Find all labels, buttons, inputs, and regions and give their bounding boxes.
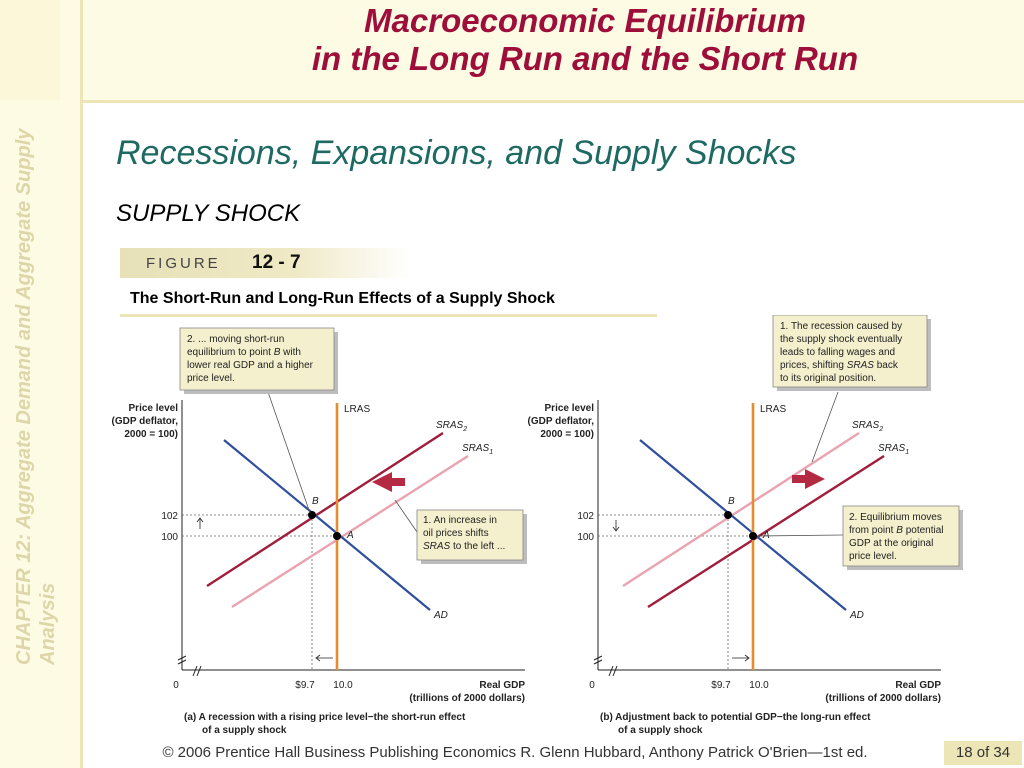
title-line-1: Macroeconomic Equilibrium [364, 2, 806, 39]
b-tick-0: 0 [589, 680, 595, 691]
b-sras2-curve [622, 431, 860, 588]
a-tick-0: 0 [173, 680, 179, 691]
b-callout-right-box [842, 505, 960, 567]
page-number: 18 of 34 [944, 741, 1022, 765]
a-callout-right-line-1: 1. An increase in [423, 515, 497, 526]
a-sras2-label: SRAS2 [436, 420, 467, 433]
b-lras-label: LRAS [760, 404, 786, 415]
a-sras2-curve [206, 431, 444, 588]
b-caption-line-2: of a supply shock [618, 725, 703, 736]
slide-subtitle: Recessions, Expansions, and Supply Shock… [116, 134, 797, 172]
b-point-b [724, 511, 732, 519]
b-ad-label: AD [849, 610, 864, 621]
b-ylabel-3: 2000 = 100) [540, 429, 594, 440]
a-xlabel-2: (trillions of 2000 dollars) [409, 693, 525, 704]
a-tick-97: $9.7 [295, 680, 315, 691]
b-point-a [749, 532, 757, 540]
footer-credit: © 2006 Prentice Hall Business Publishing… [162, 744, 868, 761]
b-ylabel-1: Price level [545, 403, 595, 414]
b-callout-right-line-3: GDP at the original [849, 538, 933, 549]
a-callout-top-line-3: lower real GDP and a higher [187, 360, 314, 371]
b-tick-97: $9.7 [711, 680, 731, 691]
a-callout-top-line-2: equilibrium to point B with [187, 347, 301, 358]
b-sras1-label: SRAS1 [878, 443, 909, 456]
a-lras-label: LRAS [344, 404, 370, 415]
a-caption-line-2: of a supply shock [202, 725, 287, 736]
corner-block [0, 0, 60, 100]
a-tick-102: 102 [161, 511, 178, 522]
side-band [0, 0, 80, 768]
figure-band [120, 248, 410, 278]
title-line-2: in the Long Run and the Short Run [311, 40, 859, 77]
panel-a-chart: Price level (GDP deflator, 2000 = 100) B… [112, 327, 527, 736]
b-x-axis-break [608, 665, 618, 677]
b-tick-102: 102 [577, 511, 594, 522]
b-ad-curve [639, 439, 847, 611]
b-callout-right-line-4: price level. [849, 551, 897, 562]
chapter-side-label: CHAPTER 12: Aggregate Demand and Aggrega… [13, 128, 59, 665]
a-shift-arrow [372, 472, 405, 492]
b-shift-arrow [792, 469, 825, 489]
a-up-arrow [196, 517, 204, 529]
a-ylabel-1: Price level [129, 403, 179, 414]
b-callout-top-line-1: 1. The recession caused by [780, 321, 902, 332]
a-label-b: B [312, 496, 319, 507]
b-down-arrow [612, 520, 620, 532]
b-y-axis-break [593, 655, 603, 665]
b-callout-top-line-3: leads to falling wages and [780, 347, 895, 358]
figure-caption: The Short-Run and Long-Run Effects of a … [130, 290, 555, 307]
b-callout-top-line-2: the supply shock eventually [780, 334, 902, 345]
slide-title: Macroeconomic Equilibrium in the Long Ru… [150, 2, 1020, 78]
panel-b-chart: Price level (GDP deflator, 2000 = 100) B… [528, 315, 963, 736]
b-xlabel-2: (trillions of 2000 dollars) [825, 693, 941, 704]
figure-rule [120, 314, 657, 317]
a-y-axis-break [177, 655, 187, 665]
b-callout-top-line-4: prices, shifting SRAS back [780, 360, 899, 371]
b-tick-100: 100 [577, 532, 594, 543]
a-point-a [333, 532, 341, 540]
b-callout-right-line-1: 2. Equilibrium moves [849, 512, 942, 523]
a-callout-top-line-4: price level. [187, 373, 235, 384]
b-callout-top-leader [811, 391, 839, 463]
header-band [0, 0, 1024, 100]
b-sras2-label: SRAS2 [852, 420, 883, 433]
b-callout-right-line-2: from point B potential [849, 525, 944, 536]
a-tick-10: 10.0 [333, 680, 353, 691]
a-ad-curve [223, 439, 431, 611]
a-sras1-curve [231, 454, 469, 609]
b-ylabel-2: (GDP deflator, [528, 416, 595, 427]
section-label: SUPPLY SHOCK [116, 200, 301, 227]
side-rule [80, 0, 83, 768]
b-right-arrow [732, 654, 750, 662]
a-callout-top-line-1: 2. ... moving short-run [187, 334, 284, 345]
a-xlabel-1: Real GDP [479, 680, 525, 691]
a-point-b [308, 511, 316, 519]
a-callout-top-box [179, 327, 335, 391]
b-tick-10: 10.0 [749, 680, 769, 691]
a-ad-label: AD [433, 610, 448, 621]
a-callout-right-box [416, 509, 524, 561]
a-callout-right-line-2: oil prices shifts [423, 528, 489, 539]
b-callout-top-box [772, 315, 928, 388]
figure-word: FIGURE [146, 255, 221, 272]
a-callout-top-leader [267, 391, 311, 514]
a-left-arrow [315, 654, 333, 662]
a-ylabel-2: (GDP deflator, [112, 416, 179, 427]
a-ylabel-3: 2000 = 100) [124, 429, 178, 440]
b-callout-top-line-5: to its original position. [780, 373, 876, 384]
header-rule [80, 100, 1024, 103]
a-x-axis-break [192, 665, 202, 677]
a-callout-right-leader [394, 499, 418, 533]
a-tick-100: 100 [161, 532, 178, 543]
b-xlabel-1: Real GDP [895, 680, 941, 691]
a-sras1-label: SRAS1 [462, 443, 493, 456]
a-caption-line-1: (a) A recession with a rising price leve… [184, 712, 466, 723]
a-callout-right-line-3: SRAS to the left ... [423, 541, 505, 552]
b-label-b: B [728, 496, 735, 507]
b-caption-line-1: (b) Adjustment back to potential GDP−the… [600, 712, 871, 723]
figure-number: 12 - 7 [252, 252, 301, 273]
b-sras1-curve [647, 454, 885, 609]
b-callout-right-leader [756, 534, 844, 537]
a-label-a: A [346, 530, 354, 541]
